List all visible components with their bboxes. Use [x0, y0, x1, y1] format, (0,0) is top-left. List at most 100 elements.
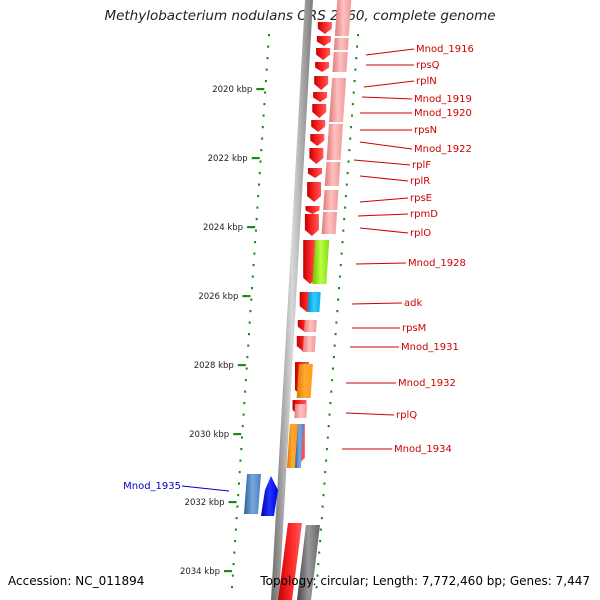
gene-label[interactable]: rplQ	[396, 410, 417, 421]
right-dot	[353, 80, 356, 83]
gene-arrow[interactable]	[316, 48, 331, 60]
gene-label[interactable]: rplN	[416, 76, 437, 87]
gene-block[interactable]	[296, 364, 313, 398]
scale-dot	[236, 505, 239, 508]
gene-label[interactable]: rplF	[412, 160, 431, 171]
scale-dot	[259, 160, 262, 163]
gene-block[interactable]	[294, 424, 304, 468]
gene-label[interactable]: Mnod_1916	[416, 44, 474, 55]
gene-label[interactable]: rpsM	[402, 323, 426, 334]
right-dot	[325, 459, 328, 462]
gene-block[interactable]	[333, 38, 349, 50]
gene-label[interactable]: Mnod_1934	[394, 444, 452, 455]
gene-arrow[interactable]	[309, 148, 324, 164]
gene-label[interactable]: Mnod_1919	[414, 94, 472, 105]
gene-block[interactable]	[323, 190, 339, 210]
tick-mark	[228, 501, 237, 504]
gene-label[interactable]: Mnod_1928	[408, 258, 466, 269]
label-connector	[359, 141, 413, 150]
scale-dot	[242, 413, 245, 416]
right-dot	[346, 172, 349, 175]
scale-dot	[257, 195, 260, 198]
gene-label[interactable]: rplR	[410, 176, 430, 187]
gene-block[interactable]	[294, 404, 308, 418]
gene-block[interactable]	[312, 240, 330, 284]
tick-mark	[256, 88, 265, 91]
scale-dot	[249, 310, 252, 313]
scale-dot	[244, 390, 247, 393]
gene-block[interactable]	[307, 292, 321, 312]
label-connector	[351, 302, 403, 305]
gene-block[interactable]	[297, 525, 320, 600]
scale-dot	[233, 551, 236, 554]
tick-label: 2022 kbp	[208, 154, 248, 164]
scale-dot	[243, 402, 246, 405]
gene-label[interactable]: adk	[404, 298, 422, 309]
gene-label[interactable]: Mnod_1932	[398, 378, 456, 389]
tick-label: 2024 kbp	[203, 223, 243, 233]
scale-dot	[241, 436, 243, 439]
right-dot	[328, 413, 331, 416]
gene-arrow[interactable]	[313, 92, 328, 102]
gene-glyphs	[244, 0, 352, 600]
gene-arrow[interactable]	[316, 36, 331, 46]
gene-label[interactable]: rpsQ	[416, 60, 440, 71]
tick-mark	[247, 226, 256, 229]
gene-arrow[interactable]	[305, 206, 320, 214]
gene-label[interactable]: rplO	[410, 228, 431, 239]
gene-label[interactable]: Mnod_1935	[123, 481, 181, 492]
gene-block[interactable]	[286, 424, 298, 468]
gene-arrow[interactable]	[304, 214, 319, 236]
tick-mark	[242, 295, 251, 298]
gene-block[interactable]	[324, 162, 341, 186]
gene-label[interactable]: rpsN	[414, 125, 437, 136]
gene-arrow[interactable]	[310, 134, 325, 146]
gene-arrow[interactable]	[311, 120, 326, 132]
right-dot	[323, 482, 326, 485]
scale-dot	[255, 218, 258, 221]
gene-block[interactable]	[329, 78, 347, 122]
scale-dot	[232, 563, 235, 566]
gene-block[interactable]	[326, 124, 343, 160]
gene-block[interactable]	[321, 212, 338, 234]
gene-label[interactable]: Mnod_1920	[414, 108, 472, 119]
gene-arrow[interactable]	[315, 62, 330, 72]
right-dot	[329, 402, 332, 405]
right-dot	[341, 241, 344, 244]
scale-dot	[235, 517, 238, 520]
gene-arrow[interactable]	[308, 168, 322, 178]
gene-arrow[interactable]	[307, 182, 322, 202]
gene-arrow[interactable]	[261, 476, 278, 516]
tick-label: 2020 kbp	[212, 85, 252, 95]
genome-backbone	[271, 0, 313, 600]
gene-block[interactable]	[332, 52, 348, 72]
gene-block[interactable]	[334, 0, 352, 36]
gene-arrow[interactable]	[314, 76, 329, 90]
gene-block[interactable]	[244, 474, 261, 514]
scale-dot	[244, 379, 247, 382]
right-dot	[317, 563, 320, 566]
tick-mark	[233, 433, 242, 436]
gene-arrow[interactable]	[312, 104, 327, 118]
gene-block[interactable]	[302, 336, 316, 352]
scale-dot	[238, 471, 241, 474]
right-dot	[342, 229, 345, 232]
right-dot	[322, 494, 325, 497]
scale-dot	[245, 367, 248, 370]
gene-block[interactable]	[304, 320, 317, 332]
gene-arrow[interactable]	[317, 22, 332, 34]
right-dot	[348, 149, 351, 152]
gene-label[interactable]: Mnod_1922	[414, 144, 472, 155]
gene-labels: Mnod_1916 rpsQ rplN Mnod_1919 Mnod_1920 rpsN M…	[123, 44, 474, 492]
gene-label[interactable]: rpsE	[410, 193, 432, 204]
tick-label: 2034 kbp	[180, 567, 220, 577]
gene-label[interactable]: rpmD	[410, 209, 438, 220]
right-dot	[343, 218, 346, 221]
gene-arrow[interactable]	[278, 523, 302, 600]
right-dot	[339, 264, 342, 267]
tick-mark	[251, 157, 260, 160]
right-dot	[319, 528, 322, 531]
right-dot	[319, 540, 322, 543]
gene-label[interactable]: Mnod_1931	[401, 342, 459, 353]
